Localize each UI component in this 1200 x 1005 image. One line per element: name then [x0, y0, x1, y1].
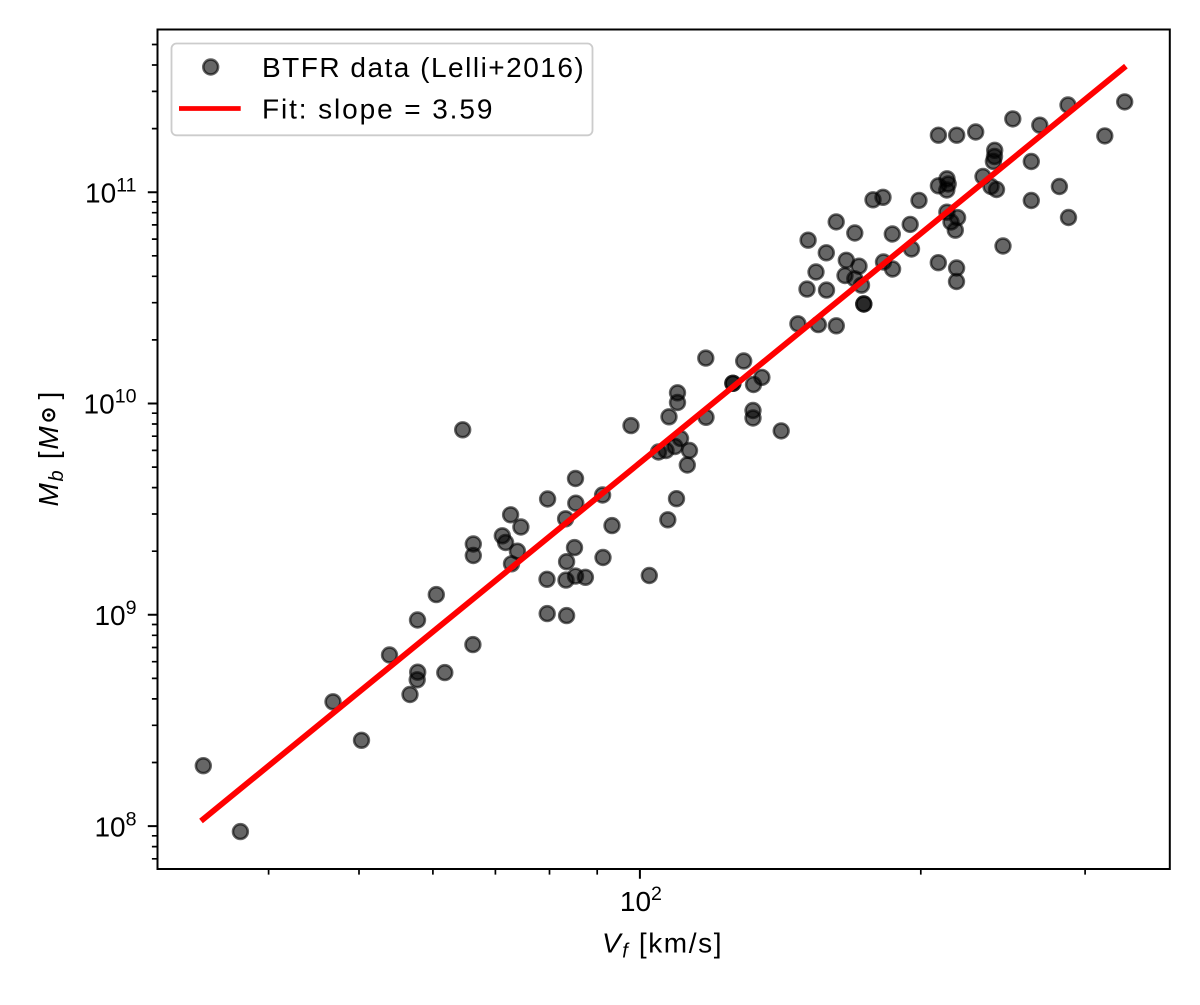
svg-text:Fit: slope = 3.59: Fit: slope = 3.59 — [262, 93, 494, 124]
svg-text:109: 109 — [94, 597, 136, 631]
svg-text:Vf [km/s]: Vf [km/s] — [602, 928, 723, 963]
svg-text:]: ] — [33, 392, 64, 400]
svg-text:Mb [M: Mb [M — [33, 425, 68, 507]
svg-text:1011: 1011 — [85, 174, 137, 208]
svg-text:BTFR data (Lelli+2016): BTFR data (Lelli+2016) — [262, 52, 585, 83]
